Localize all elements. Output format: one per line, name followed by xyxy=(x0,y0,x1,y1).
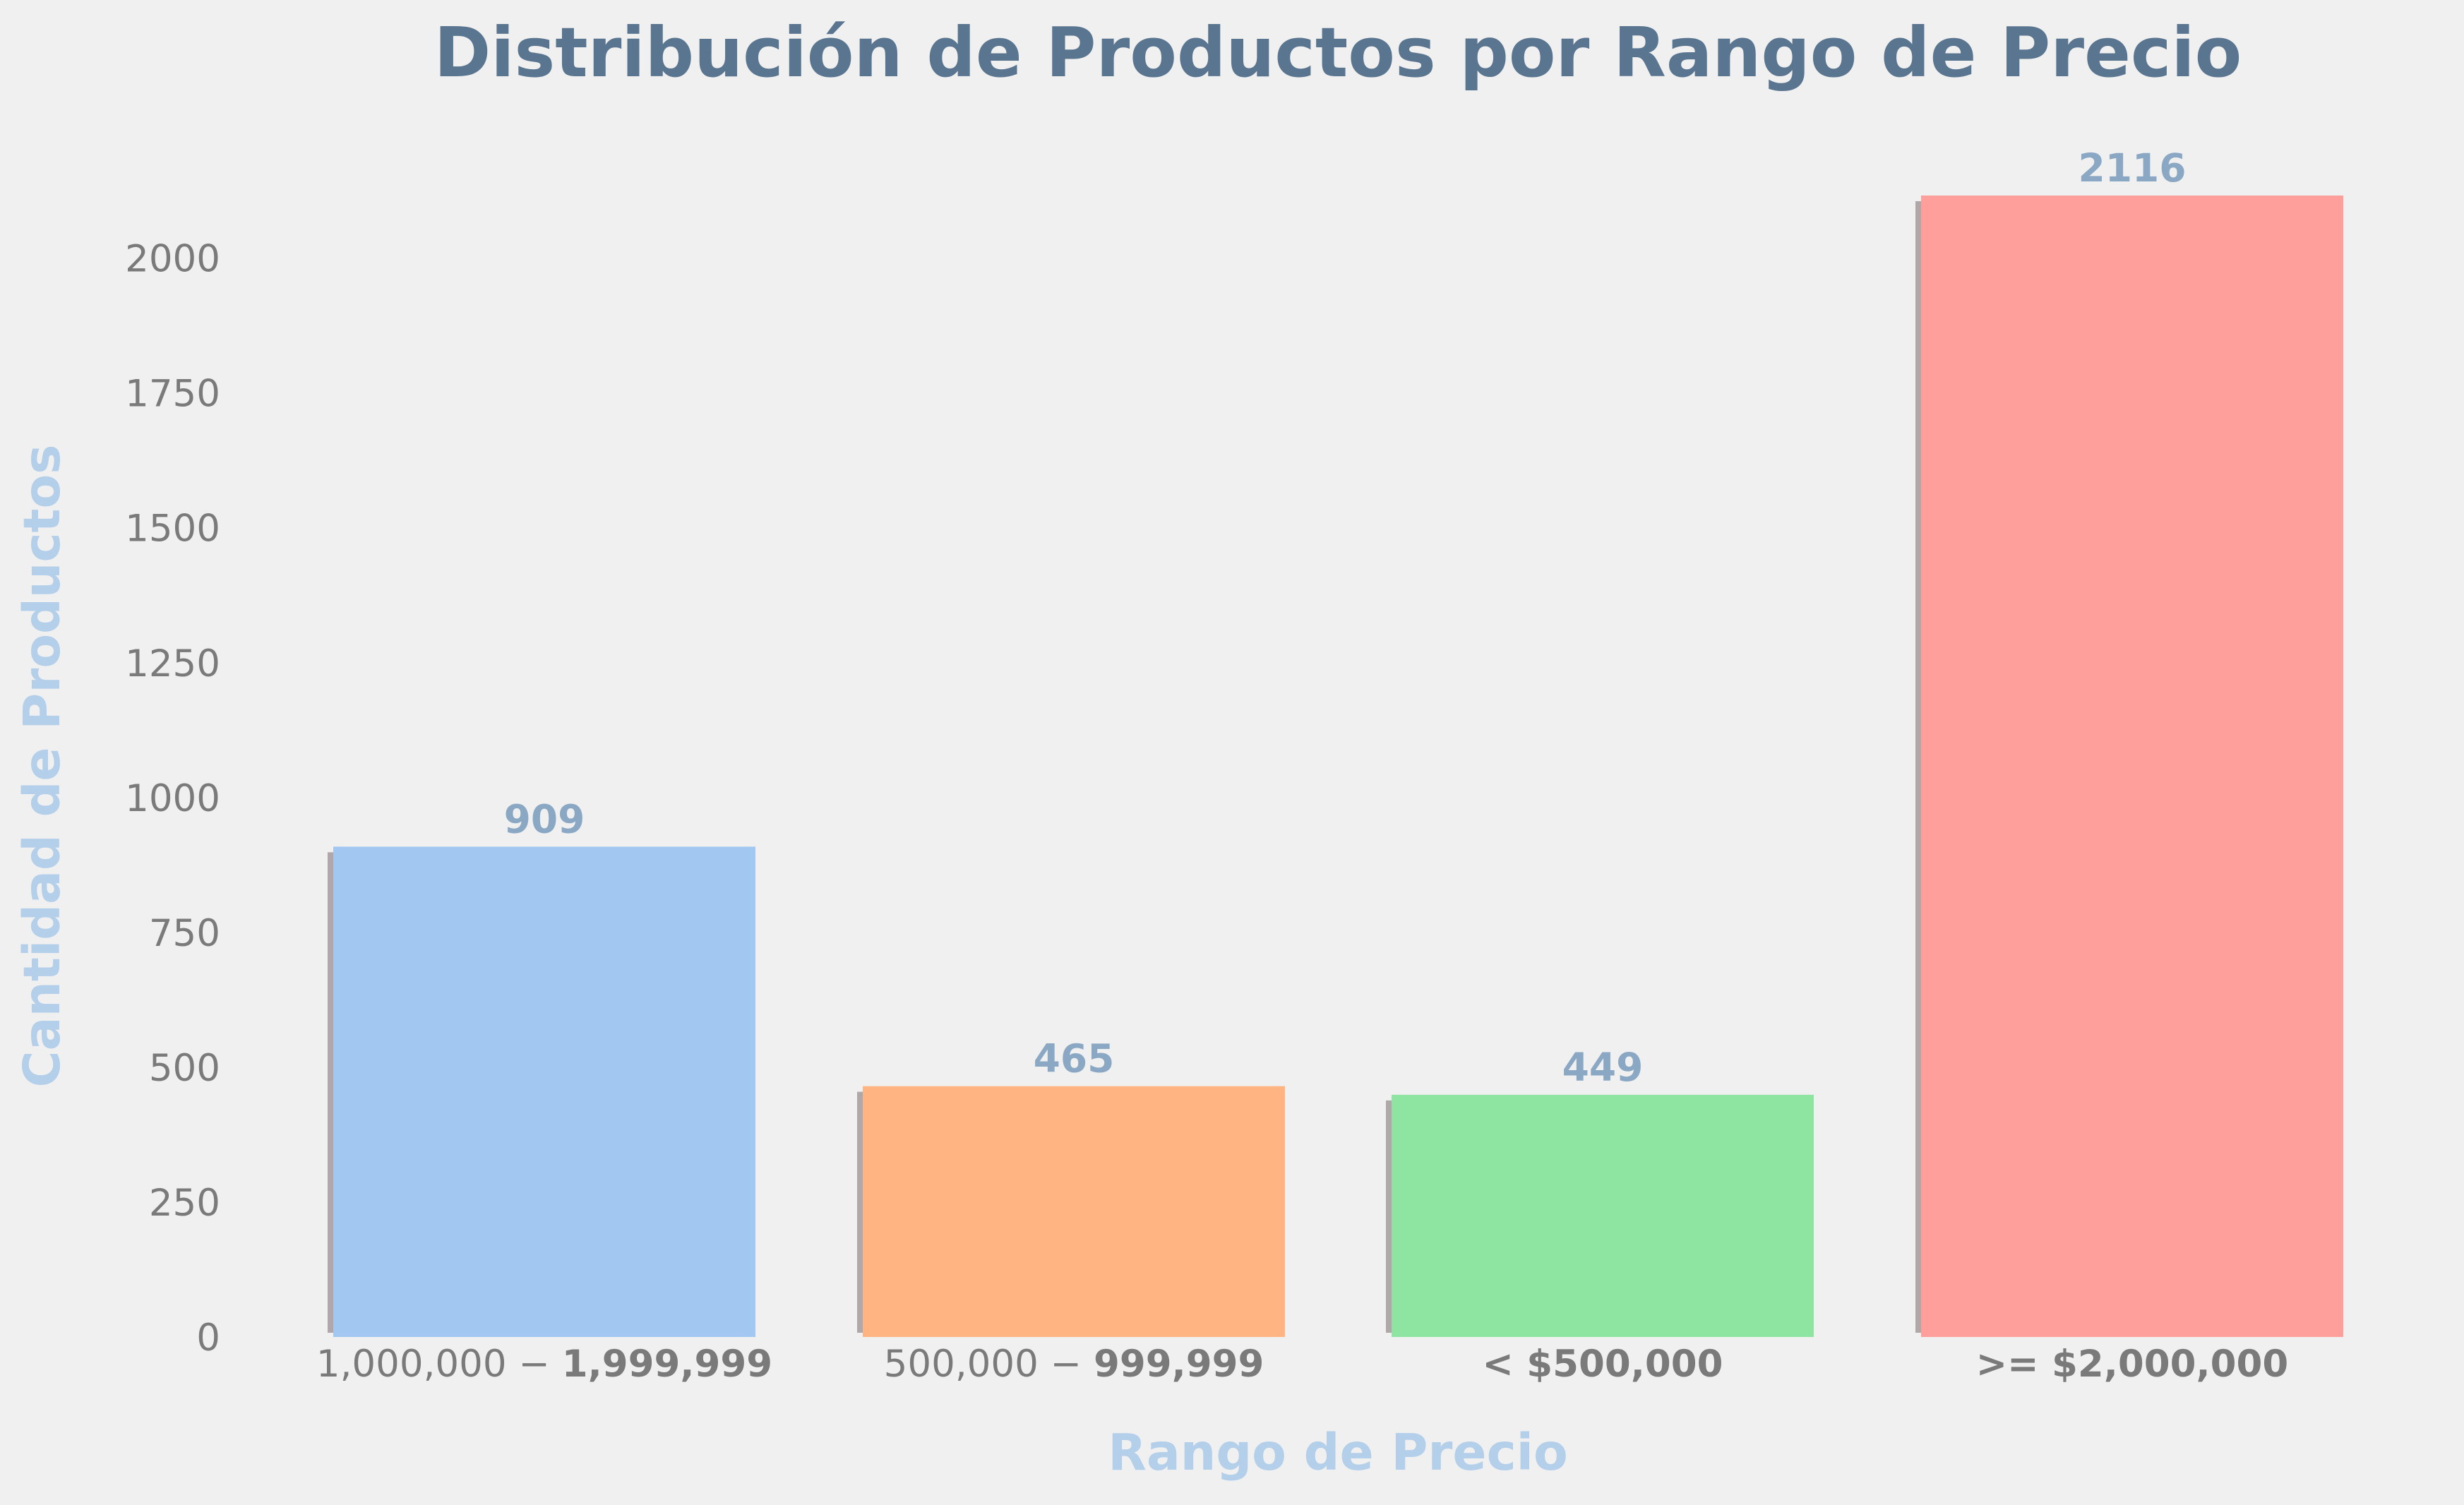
x-tick-label-prefix: 500,000 − xyxy=(884,1343,1094,1386)
y-tick-label: 750 xyxy=(149,912,220,955)
y-tick-label: 1750 xyxy=(125,373,220,416)
x-axis-label: Rango de Precio xyxy=(1108,1423,1568,1482)
y-tick-label: 250 xyxy=(149,1182,220,1225)
y-tick-label: 500 xyxy=(149,1047,220,1090)
y-tick-label: 0 xyxy=(196,1317,220,1360)
bar-shadow xyxy=(328,852,334,1333)
x-tick-label: < $500,000 xyxy=(1482,1343,1723,1386)
x-tick-label-bold: 1,999,999 xyxy=(562,1343,772,1386)
x-tick-label-prefix: 1,000,000 − xyxy=(316,1343,562,1386)
bar xyxy=(1921,196,2343,1337)
bar xyxy=(863,1086,1285,1337)
y-tick-label: 1500 xyxy=(125,508,220,551)
bar xyxy=(1392,1094,1814,1337)
chart-title: Distribución de Productos por Rango de P… xyxy=(434,13,2242,92)
y-tick-label: 1000 xyxy=(125,777,220,820)
x-tick-label-bold: >= $2,000,000 xyxy=(1976,1343,2289,1386)
bar-value-label: 465 xyxy=(1034,1036,1115,1081)
bar-value-label: 449 xyxy=(1562,1045,1644,1090)
bar-shadow xyxy=(1386,1100,1392,1333)
y-tick-label: 2000 xyxy=(125,238,220,281)
y-tick-label: 1250 xyxy=(125,642,220,685)
value-labels-group: 909 465 449 2116 xyxy=(504,145,2187,1090)
x-tick-label-bold: 999,999 xyxy=(1094,1343,1264,1386)
bars-group xyxy=(328,196,2343,1337)
x-tick-label: 1,000,000 − 1,999,999 xyxy=(316,1343,772,1386)
x-tick-label: >= $2,000,000 xyxy=(1976,1343,2289,1386)
bar xyxy=(333,846,755,1337)
bar-shadow xyxy=(857,1091,863,1333)
y-axis-ticks: 0 250 500 750 1000 1250 1500 1750 2000 xyxy=(125,238,220,1360)
bar-value-label: 2116 xyxy=(2078,145,2186,191)
x-axis-ticks: 1,000,000 − 1,999,999 500,000 − 999,999 < … xyxy=(316,1343,2288,1386)
x-tick-label: 500,000 − 999,999 xyxy=(884,1343,1264,1386)
bar-value-label: 909 xyxy=(504,796,585,841)
y-axis-label: Cantidad de Productos xyxy=(13,444,71,1087)
x-tick-label-bold: < $500,000 xyxy=(1482,1343,1723,1386)
bar-shadow xyxy=(1915,201,1922,1333)
